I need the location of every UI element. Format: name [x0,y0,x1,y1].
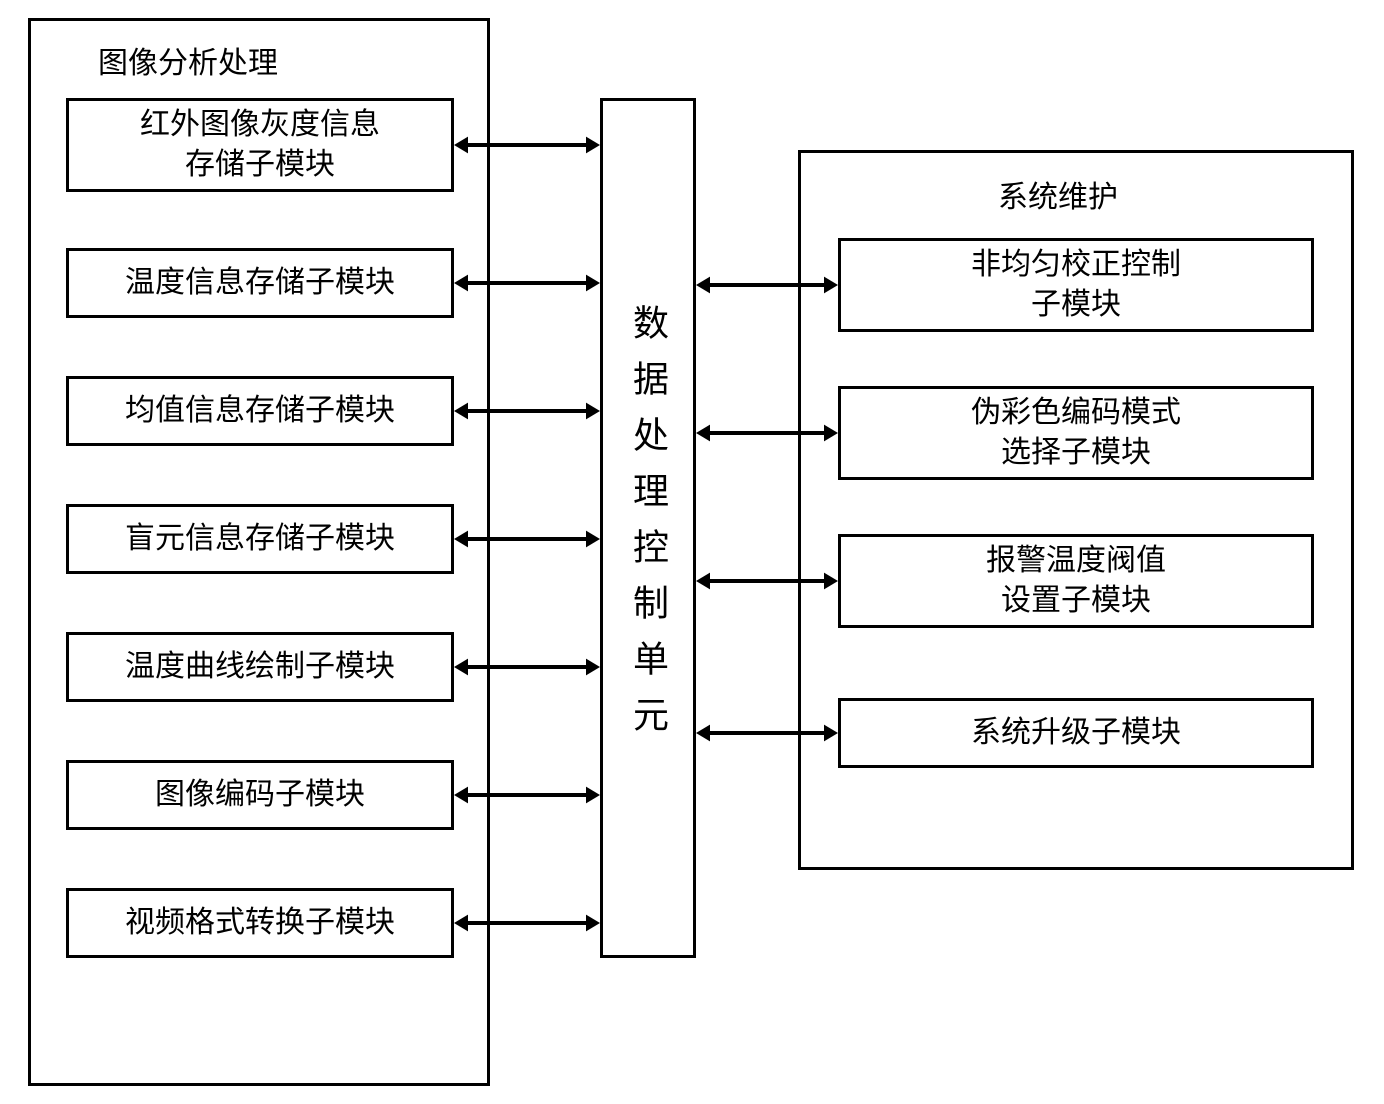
left-group-title: 图像分析处理 [98,38,278,82]
module-pseudocolor-encoding: 伪彩色编码模式选择子模块 [838,386,1314,480]
center-control-unit: 数据处理控制单元 [600,98,696,958]
module-nonuniformity-correction: 非均匀校正控制子模块 [838,238,1314,332]
module-alarm-threshold: 报警温度阀值设置子模块 [838,534,1314,628]
module-blind-pixel-storage: 盲元信息存储子模块 [66,504,454,574]
module-infrared-grayscale-storage: 红外图像灰度信息存储子模块 [66,98,454,192]
diagram-container: 图像分析处理 系统维护 数据处理控制单元 红外图像灰度信息存储子模块 温度信息存… [10,10,1374,1094]
module-temperature-storage: 温度信息存储子模块 [66,248,454,318]
module-system-upgrade: 系统升级子模块 [838,698,1314,768]
center-control-unit-label: 数据处理控制单元 [630,304,666,752]
module-image-encoding: 图像编码子模块 [66,760,454,830]
module-mean-storage: 均值信息存储子模块 [66,376,454,446]
module-temperature-curve: 温度曲线绘制子模块 [66,632,454,702]
right-group-title: 系统维护 [998,172,1118,216]
module-video-format-conversion: 视频格式转换子模块 [66,888,454,958]
